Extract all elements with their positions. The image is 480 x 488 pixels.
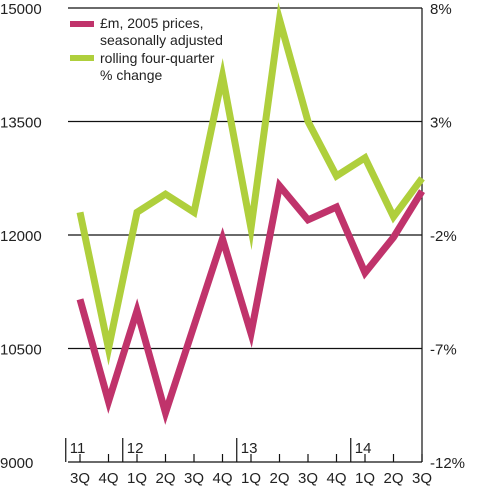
left-tick-label: 10500 <box>0 342 42 359</box>
legend-label-series-1b: seasonally adjusted <box>100 32 223 48</box>
x-tick-label: 2Q <box>269 470 289 487</box>
left-axis: 15000 13500 12000 10500 9000 <box>0 1 42 472</box>
year-label: 11 <box>70 440 86 457</box>
right-tick-label: -2% <box>430 228 457 245</box>
x-tick-label: 1Q <box>241 470 261 487</box>
x-tick-label: 3Q <box>184 470 204 487</box>
year-label: 13 <box>241 440 258 457</box>
x-tick-label: 1Q <box>127 470 147 487</box>
year-label: 14 <box>355 440 372 457</box>
x-tick-label: 4Q <box>326 470 346 487</box>
left-tick-label: 15000 <box>0 1 42 18</box>
legend-label-series-2a: rolling four-quarter <box>100 50 215 66</box>
right-tick-label: -7% <box>430 342 457 359</box>
right-tick-label: -12% <box>430 455 465 472</box>
right-axis: 8% 3% -2% -7% -12% <box>430 1 465 472</box>
right-tick-label: 3% <box>430 115 452 132</box>
left-tick-label: 9000 <box>0 455 33 472</box>
right-tick-label: 8% <box>430 1 452 18</box>
x-tick-label: 1Q <box>355 470 375 487</box>
year-label: 12 <box>127 440 144 457</box>
x-tick-label: 2Q <box>383 470 403 487</box>
left-tick-label: 12000 <box>0 228 42 245</box>
legend: £m, 2005 prices, seasonally adjusted rol… <box>70 15 223 83</box>
x-tick-label: 4Q <box>212 470 232 487</box>
left-tick-label: 13500 <box>0 115 42 132</box>
x-tick-label: 3Q <box>70 470 90 487</box>
x-tick-label: 4Q <box>98 470 118 487</box>
x-tick-label: 3Q <box>412 470 432 487</box>
x-tick-label: 3Q <box>298 470 318 487</box>
series-layer <box>76 2 425 425</box>
x-tick-label: 2Q <box>155 470 175 487</box>
x-axis: 3Q 4Q 1Q 2Q 3Q 4Q 1Q 2Q 3Q 4Q 1Q 2Q 3Q 11 12 13 14 <box>65 438 432 487</box>
legend-label-series-1a: £m, 2005 prices, <box>100 15 204 31</box>
legend-label-series-2b: % change <box>100 67 162 83</box>
